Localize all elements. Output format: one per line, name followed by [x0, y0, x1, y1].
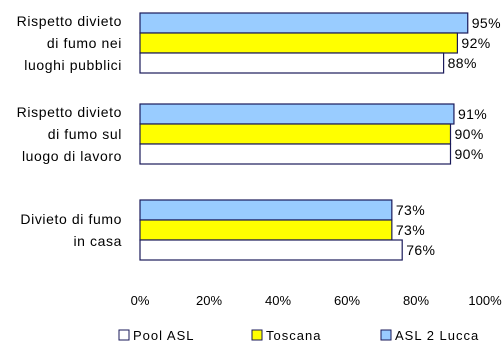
bar-toscana-1	[139, 32, 458, 54]
legend-swatch-pool-asl	[118, 329, 130, 341]
legend-label-asl-2-lucca: ASL 2 Lucca	[395, 328, 479, 342]
data-label-toscana-3: 73%	[396, 222, 425, 238]
x-tick-label-4: 60%	[334, 293, 360, 308]
bar-pool-asl-2	[139, 143, 452, 165]
bar-pool-asl-3	[139, 239, 403, 261]
category-label-3-line-1: Divieto di fumo	[20, 211, 122, 227]
data-label-asl-2-lucca-3: 73%	[396, 202, 425, 218]
bar-toscana-3	[139, 219, 393, 241]
legend-label-pool-asl: Pool ASL	[133, 328, 195, 342]
data-label-toscana-1: 92%	[461, 35, 490, 51]
x-tick-label-6: 100%	[468, 293, 502, 308]
value-labels: 95% 92% 88% 91% 90% 90% 73% 73% 76%	[396, 15, 501, 258]
x-tick-label-2: 20%	[196, 293, 222, 308]
data-label-pool-asl-1: 88%	[448, 55, 477, 71]
data-label-asl-2-lucca-2: 91%	[458, 106, 487, 122]
bar-toscana-2	[139, 123, 452, 145]
bar-pool-asl-1	[139, 52, 445, 74]
x-tick-label-1: 0%	[131, 293, 150, 308]
x-tick-label-5: 80%	[403, 293, 429, 308]
x-axis: 0% 20% 40% 60% 80% 100%	[131, 293, 502, 308]
bar-asl-2-lucca-1	[139, 12, 469, 34]
x-tick-label-3: 40%	[265, 293, 291, 308]
bar-asl-2-lucca-2	[139, 103, 455, 125]
category-label-1-line-1: Rispetto divieto	[17, 13, 122, 29]
category-label-1-line-3: luoghi pubblici	[24, 57, 122, 73]
legend-label-toscana: Toscana	[266, 328, 321, 342]
data-label-pool-asl-3: 76%	[406, 242, 435, 258]
category-label-1-line-2: di fumo nei	[47, 35, 122, 51]
data-label-pool-asl-2: 90%	[455, 146, 484, 162]
category-label-2-line-2: di fumo sul	[48, 126, 122, 142]
bars	[139, 12, 469, 261]
bar-asl-2-lucca-3	[139, 199, 393, 221]
category-label-3-line-2: in casa	[73, 233, 122, 249]
category-labels: Rispetto divieto di fumo nei luoghi pubbli…	[17, 13, 122, 249]
legend-swatch-toscana	[251, 329, 263, 341]
legend: Pool ASL Toscana ASL 2 Lucca	[118, 328, 479, 342]
category-label-2-line-1: Rispetto divieto	[17, 104, 122, 120]
data-label-toscana-2: 90%	[455, 126, 484, 142]
category-label-2-line-3: luogo di lavoro	[22, 148, 122, 164]
data-label-asl-2-lucca-1: 95%	[472, 15, 501, 31]
legend-swatch-asl-2-lucca	[380, 329, 392, 341]
